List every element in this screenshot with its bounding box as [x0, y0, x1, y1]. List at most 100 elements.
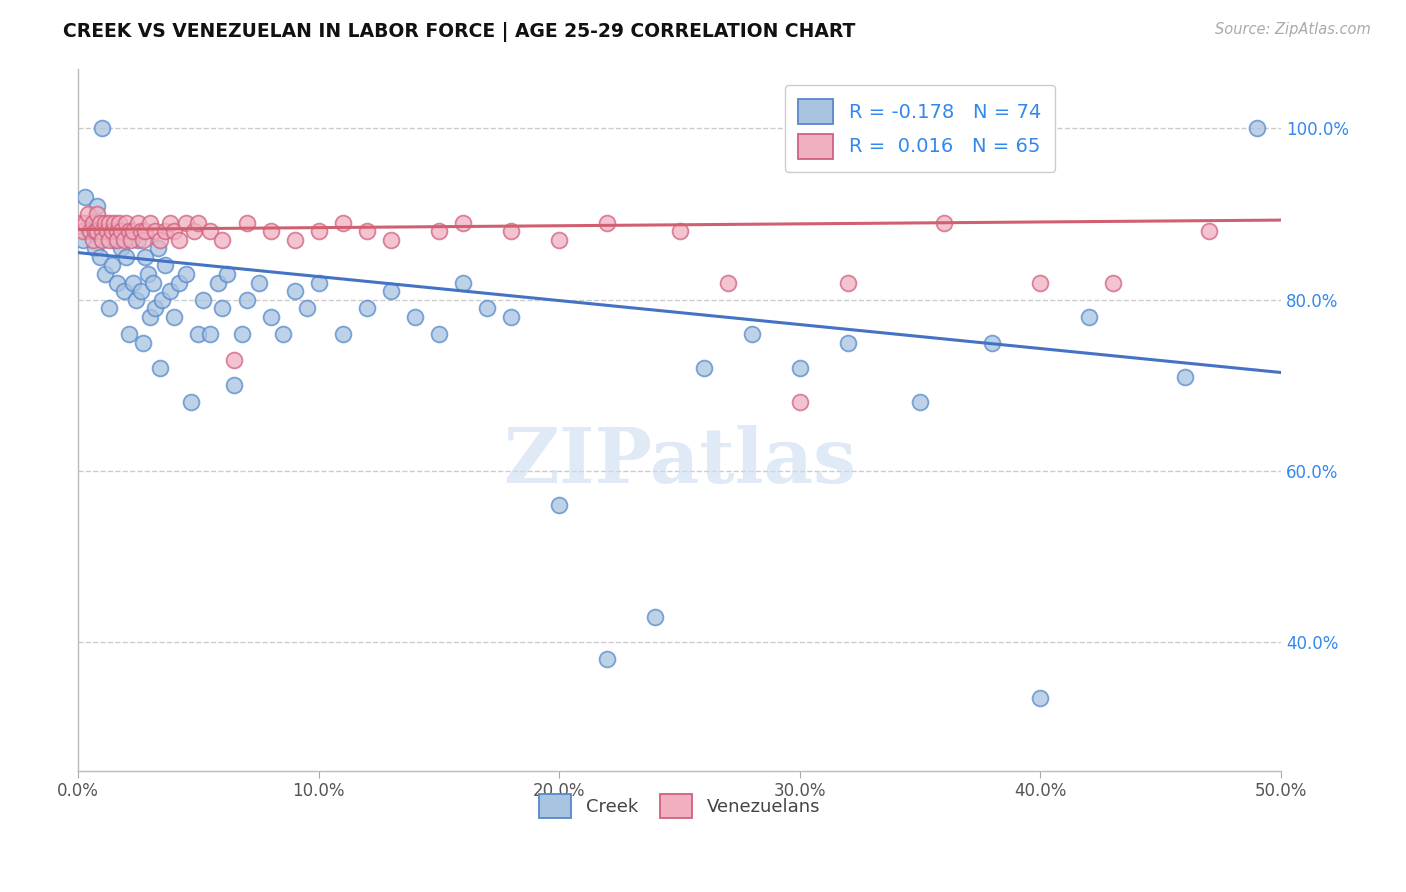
- Point: [451, 216, 474, 230]
- Point: [837, 276, 859, 290]
- Point: [84, 241, 107, 255]
- Point: [332, 216, 354, 230]
- Point: [981, 335, 1004, 350]
- Point: [548, 498, 571, 512]
- Point: [284, 284, 307, 298]
- Point: [84, 224, 107, 238]
- Point: [101, 224, 124, 238]
- Point: [231, 326, 253, 341]
- Point: [149, 233, 172, 247]
- Point: [127, 216, 149, 230]
- Point: [668, 224, 690, 238]
- Point: [211, 301, 233, 316]
- Point: [153, 224, 176, 238]
- Point: [167, 276, 190, 290]
- Point: [132, 335, 155, 350]
- Point: [98, 301, 121, 316]
- Point: [149, 361, 172, 376]
- Point: [356, 224, 378, 238]
- Point: [86, 207, 108, 221]
- Point: [110, 241, 132, 255]
- Point: [122, 276, 145, 290]
- Point: [308, 276, 330, 290]
- Point: [75, 216, 97, 230]
- Point: [115, 250, 138, 264]
- Point: [101, 259, 124, 273]
- Point: [105, 276, 128, 290]
- Point: [380, 233, 402, 247]
- Point: [235, 216, 257, 230]
- Point: [180, 395, 202, 409]
- Point: [139, 216, 162, 230]
- Point: [1246, 121, 1268, 136]
- Point: [217, 267, 239, 281]
- Point: [159, 216, 181, 230]
- Point: [72, 224, 94, 238]
- Point: [153, 259, 176, 273]
- Point: [98, 216, 121, 230]
- Point: [93, 267, 115, 281]
- Point: [89, 250, 111, 264]
- Point: [427, 326, 450, 341]
- Point: [91, 233, 114, 247]
- Point: [211, 233, 233, 247]
- Point: [332, 326, 354, 341]
- Point: [163, 224, 186, 238]
- Point: [837, 335, 859, 350]
- Point: [112, 284, 135, 298]
- Point: [235, 293, 257, 307]
- Point: [105, 233, 128, 247]
- Point: [789, 395, 811, 409]
- Point: [741, 326, 763, 341]
- Point: [427, 224, 450, 238]
- Point: [259, 310, 281, 324]
- Point: [117, 224, 139, 238]
- Point: [112, 233, 135, 247]
- Point: [224, 378, 246, 392]
- Point: [200, 326, 222, 341]
- Point: [120, 233, 142, 247]
- Point: [82, 233, 104, 247]
- Point: [96, 224, 118, 238]
- Point: [356, 301, 378, 316]
- Point: [451, 276, 474, 290]
- Point: [115, 216, 138, 230]
- Point: [117, 326, 139, 341]
- Point: [187, 326, 209, 341]
- Point: [193, 293, 215, 307]
- Point: [103, 233, 125, 247]
- Point: [934, 216, 956, 230]
- Point: [176, 216, 198, 230]
- Point: [271, 326, 294, 341]
- Point: [76, 207, 98, 221]
- Point: [69, 216, 91, 230]
- Point: [93, 216, 115, 230]
- Point: [110, 224, 132, 238]
- Point: [125, 293, 148, 307]
- Point: [122, 224, 145, 238]
- Point: [717, 276, 740, 290]
- Point: [596, 652, 619, 666]
- Point: [86, 198, 108, 212]
- Point: [139, 310, 162, 324]
- Point: [72, 233, 94, 247]
- Point: [163, 310, 186, 324]
- Point: [143, 224, 166, 238]
- Point: [501, 224, 523, 238]
- Point: [159, 284, 181, 298]
- Point: [1029, 690, 1052, 705]
- Point: [1198, 224, 1220, 238]
- Point: [105, 224, 128, 238]
- Point: [596, 216, 619, 230]
- Point: [129, 224, 152, 238]
- Point: [295, 301, 318, 316]
- Point: [284, 233, 307, 247]
- Point: [79, 224, 101, 238]
- Point: [132, 233, 155, 247]
- Point: [404, 310, 426, 324]
- Point: [789, 361, 811, 376]
- Point: [127, 233, 149, 247]
- Text: Source: ZipAtlas.com: Source: ZipAtlas.com: [1215, 22, 1371, 37]
- Point: [187, 216, 209, 230]
- Point: [224, 352, 246, 367]
